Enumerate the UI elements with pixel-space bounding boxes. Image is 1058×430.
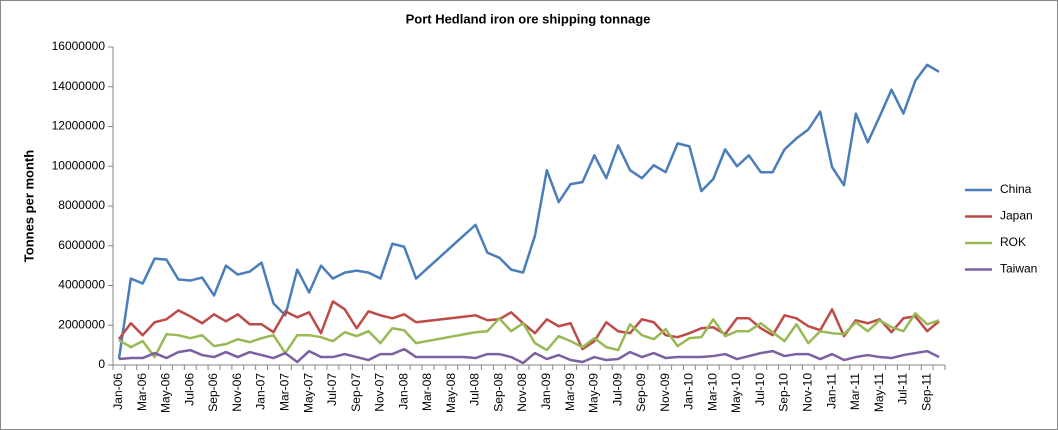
- y-tick-label: 16000000: [52, 39, 106, 53]
- x-tick-label: Nov-09: [658, 373, 672, 412]
- y-tick-label: 0: [98, 357, 105, 371]
- x-tick-label: Sep-06: [206, 373, 220, 412]
- x-tick-label: Mar-06: [135, 373, 149, 411]
- x-tick-label: Jan-08: [396, 373, 410, 410]
- x-tick-label: Sep-11: [919, 373, 933, 411]
- legend-label: ROK: [1000, 235, 1026, 249]
- legend-label: Taiwan: [1000, 262, 1037, 276]
- x-tick-label: Jul-11: [896, 373, 910, 405]
- y-tick-label: 12000000: [52, 119, 106, 133]
- y-axis-title: Tonnes per month: [21, 150, 36, 262]
- x-tick-label: Jul-08: [468, 373, 482, 406]
- x-tick-label: Jul-10: [753, 373, 767, 406]
- y-tick-label: 6000000: [58, 238, 105, 252]
- chart-title: Port Hedland iron ore shipping tonnage: [406, 11, 651, 26]
- x-tick-label: Jan-10: [682, 373, 696, 410]
- x-tick-label: Nov-08: [515, 373, 529, 412]
- y-tick-label: 2000000: [58, 317, 105, 331]
- legend-label: Japan: [1000, 209, 1033, 223]
- x-tick-label: Sep-10: [777, 373, 791, 412]
- x-tick-label: May-11: [872, 373, 886, 412]
- x-tick-label: Nov-10: [800, 373, 814, 412]
- series-line: [118, 347, 940, 365]
- x-tick-label: Mar-09: [563, 373, 577, 411]
- x-tick-label: Jan-11: [824, 373, 838, 409]
- x-tick-label: Jul-06: [182, 373, 196, 406]
- x-tick-label: May-06: [159, 373, 173, 413]
- x-tick-label: May-08: [444, 373, 458, 413]
- x-tick-label: Mar-11: [848, 373, 862, 410]
- legend-label: China: [1000, 182, 1032, 196]
- series-line: [117, 300, 940, 351]
- x-tick-label: Mar-10: [705, 373, 719, 411]
- x-tick-label: Nov-06: [230, 373, 244, 412]
- x-tick-label: May-07: [301, 373, 315, 413]
- x-tick-label: Mar-08: [420, 373, 434, 411]
- x-tick-label: May-10: [729, 373, 743, 413]
- x-tick-label: May-09: [587, 373, 601, 413]
- x-tick-label: Jan-09: [539, 373, 553, 410]
- series-line: [117, 63, 940, 360]
- y-tick-label: 4000000: [58, 278, 105, 292]
- x-tick-label: Nov-07: [373, 373, 387, 412]
- y-tick-label: 8000000: [58, 198, 105, 212]
- y-tick-label: 14000000: [52, 79, 106, 93]
- x-tick-label: Jul-09: [610, 373, 624, 406]
- x-tick-label: Jan-06: [111, 373, 125, 410]
- x-tick-label: Sep-08: [491, 373, 505, 412]
- y-tick-label: 10000000: [52, 158, 106, 172]
- x-tick-label: Sep-07: [349, 373, 363, 412]
- x-tick-label: Mar-07: [278, 373, 292, 411]
- x-tick-label: Sep-09: [634, 373, 648, 412]
- series-line: [118, 312, 940, 359]
- x-tick-label: Jan-07: [254, 373, 268, 410]
- x-tick-label: Jul-07: [325, 373, 339, 406]
